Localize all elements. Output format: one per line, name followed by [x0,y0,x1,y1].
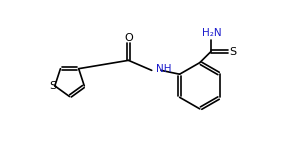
Text: H₂N: H₂N [202,28,222,38]
Text: O: O [124,33,133,43]
Text: NH: NH [156,64,172,74]
Text: S: S [49,81,56,91]
Text: S: S [229,47,237,57]
